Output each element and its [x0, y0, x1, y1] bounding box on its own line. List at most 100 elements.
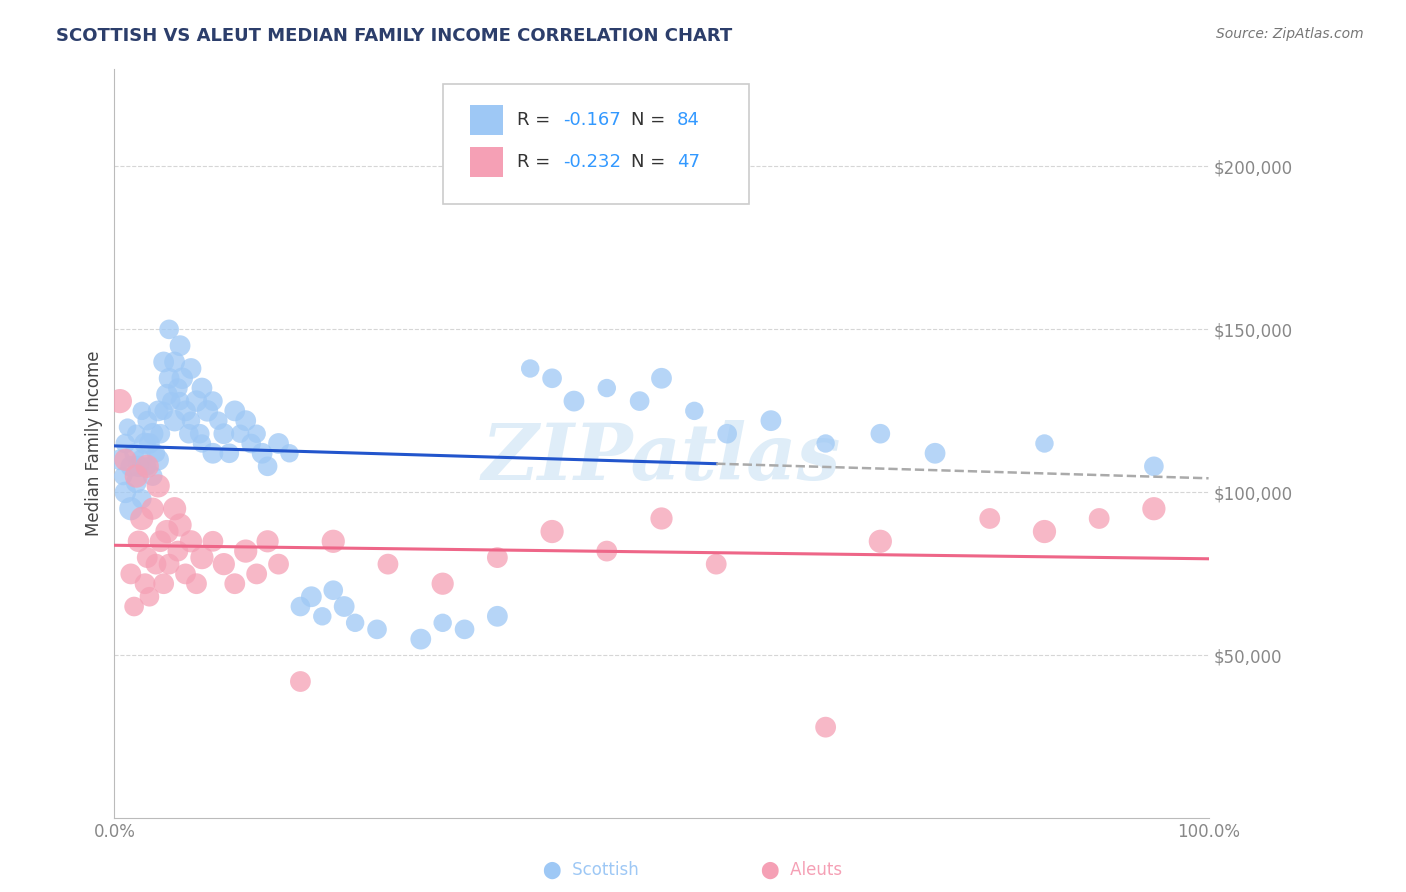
Point [112, 469, 135, 483]
Text: R =: R = [517, 153, 555, 171]
Point [142, 426, 165, 441]
Point [136, 459, 159, 474]
Point [704, 557, 727, 571]
Point [134, 576, 156, 591]
Point [149, 426, 172, 441]
Point [596, 381, 619, 395]
Point [432, 576, 454, 591]
Point [136, 550, 159, 565]
Point [218, 446, 240, 460]
Point [127, 459, 149, 474]
Point [628, 394, 651, 409]
Point [169, 394, 191, 409]
Point [235, 414, 257, 428]
Point [1143, 501, 1166, 516]
Point [869, 534, 891, 549]
Text: -0.167: -0.167 [562, 111, 621, 128]
Point [596, 544, 619, 558]
FancyBboxPatch shape [443, 84, 749, 203]
Point [131, 404, 153, 418]
Point [174, 566, 197, 581]
Point [541, 371, 564, 385]
Point [145, 446, 167, 460]
Point [486, 550, 509, 565]
Point [180, 534, 202, 549]
Point [759, 414, 782, 428]
Point [212, 557, 235, 571]
Point [197, 404, 219, 418]
Point [163, 414, 186, 428]
Point [188, 426, 211, 441]
Text: Source: ZipAtlas.com: Source: ZipAtlas.com [1216, 27, 1364, 41]
Point [157, 557, 180, 571]
Point [267, 557, 290, 571]
Point [290, 599, 312, 614]
Point [322, 583, 344, 598]
Point [278, 446, 301, 460]
Point [267, 436, 290, 450]
Point [149, 534, 172, 549]
Point [299, 590, 322, 604]
Text: N =: N = [631, 111, 671, 128]
Point [136, 414, 159, 428]
Point [177, 426, 200, 441]
Text: N =: N = [631, 153, 671, 171]
Point [256, 534, 278, 549]
Text: ZIPatlas: ZIPatlas [482, 420, 841, 497]
Point [120, 566, 142, 581]
Point [814, 720, 837, 734]
Point [167, 381, 190, 395]
Point [250, 446, 273, 460]
Text: 47: 47 [676, 153, 700, 171]
Y-axis label: Median Family Income: Median Family Income [86, 351, 103, 536]
FancyBboxPatch shape [470, 147, 503, 178]
Point [152, 404, 174, 418]
Point [122, 599, 145, 614]
Point [167, 544, 190, 558]
Point [1033, 436, 1056, 450]
Point [207, 414, 229, 428]
Point [142, 501, 165, 516]
Point [716, 426, 738, 441]
Point [148, 479, 170, 493]
Point [432, 615, 454, 630]
Point [256, 459, 278, 474]
Point [562, 394, 585, 409]
Point [156, 524, 179, 539]
Point [409, 632, 432, 647]
Point [191, 381, 214, 395]
Point [163, 501, 186, 516]
Point [125, 475, 148, 490]
Point [186, 394, 208, 409]
Point [160, 394, 183, 409]
Point [163, 355, 186, 369]
Point [131, 491, 153, 506]
Point [180, 414, 202, 428]
Point [1088, 511, 1111, 525]
Point [311, 609, 333, 624]
Point [344, 615, 367, 630]
Text: R =: R = [517, 111, 555, 128]
Point [246, 426, 269, 441]
Point [240, 436, 263, 450]
Point [157, 371, 180, 385]
Point [157, 322, 180, 336]
Point [201, 534, 224, 549]
Point [377, 557, 399, 571]
Point [156, 387, 179, 401]
Point [869, 426, 891, 441]
Point [191, 550, 214, 565]
Point [114, 436, 136, 450]
Point [120, 501, 142, 516]
Point [541, 524, 564, 539]
Point [814, 436, 837, 450]
Point [322, 534, 344, 549]
Text: ⬤  Scottish: ⬤ Scottish [543, 861, 638, 879]
Point [125, 426, 148, 441]
Point [186, 576, 208, 591]
Point [152, 576, 174, 591]
Point [114, 452, 136, 467]
Text: SCOTTISH VS ALEUT MEDIAN FAMILY INCOME CORRELATION CHART: SCOTTISH VS ALEUT MEDIAN FAMILY INCOME C… [56, 27, 733, 45]
Point [122, 446, 145, 460]
Point [114, 485, 136, 500]
